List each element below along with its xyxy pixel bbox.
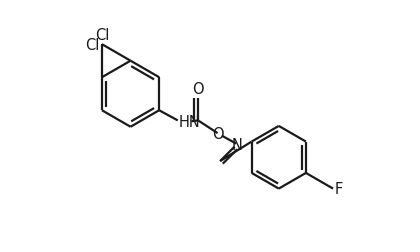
Text: HN: HN [178,114,200,129]
Text: Cl: Cl [95,28,109,43]
Text: Cl: Cl [85,38,100,52]
Text: O: O [192,82,204,97]
Text: F: F [335,181,343,196]
Text: N: N [232,137,242,152]
Text: O: O [212,126,223,141]
